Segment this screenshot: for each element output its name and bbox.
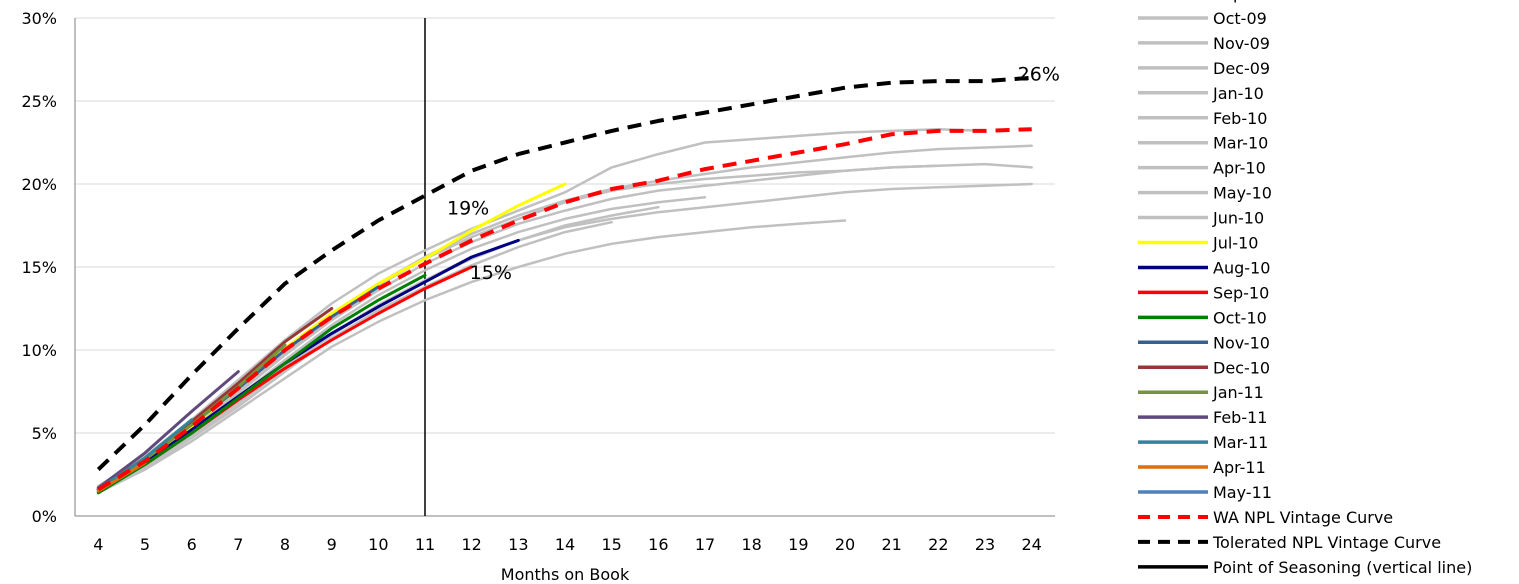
legend-label: Aug-10 (1213, 258, 1270, 277)
series-line-nov-09 (97, 220, 613, 493)
axes: 0% 5% 10% 15% 20% 25% 30% 4 5 6 7 8 9 10 11 12 13 14 15 16 1… (21, 9, 1041, 554)
series-line-wa-npl-vintage-curve (97, 127, 1032, 492)
legend-label: Dec-09 (1213, 59, 1270, 78)
series-line-aug-10 (96, 238, 520, 491)
x-tick-label: 24 (1021, 535, 1041, 554)
y-tick-label: 20% (21, 175, 57, 194)
x-tick-label: 19 (788, 535, 808, 554)
legend-label: Nov-09 (1213, 34, 1270, 53)
x-tick-label: 8 (280, 535, 290, 554)
legend-label: Sep-09 (1213, 0, 1269, 3)
x-tick-label: 14 (555, 535, 575, 554)
x-tick-label: 13 (508, 535, 528, 554)
x-tick-label: 15 (601, 535, 621, 554)
series-line-tolerated-npl-vintage-curve (96, 75, 1032, 471)
annotation-label: 15% (470, 262, 512, 284)
legend-label: Jan-11 (1212, 383, 1264, 402)
legend-label: Sep-10 (1213, 283, 1269, 302)
legend-label: Jul-10 (1212, 234, 1258, 253)
x-tick-label: 10 (368, 535, 388, 554)
legend-label: Jun-10 (1212, 209, 1264, 228)
legend-label: Nov-10 (1213, 333, 1270, 352)
legend-label: May-10 (1213, 184, 1272, 203)
x-tick-label: 16 (648, 535, 668, 554)
series-line-feb-10 (97, 196, 707, 491)
series-line-jan-10 (97, 182, 1033, 493)
x-tick-label: 23 (975, 535, 995, 554)
series-line-oct-09 (97, 219, 847, 495)
legend-label: Oct-09 (1213, 9, 1267, 28)
legend-label: WA NPL Vintage Curve (1213, 508, 1393, 527)
legend-label: May-11 (1213, 483, 1272, 502)
series-line-oct-10 (96, 273, 427, 495)
legend: Sep-09 Oct-09 Nov-09 Dec-09 Jan-10 Feb-10 Mar-… (1138, 0, 1472, 577)
x-tick-label: 9 (327, 535, 337, 554)
legend-label: Feb-10 (1213, 109, 1267, 128)
legend-label: Apr-10 (1213, 159, 1266, 178)
y-tick-label: 15% (21, 258, 57, 277)
annotation-label: 19% (447, 198, 489, 220)
y-tick-label: 0% (32, 507, 57, 526)
legend-label: Oct-10 (1213, 308, 1267, 327)
annotation-label: 26% (1018, 63, 1060, 85)
series-line-mar-11 (96, 418, 194, 491)
y-tick-label: 25% (21, 92, 57, 111)
x-axis-title: Months on Book (501, 565, 630, 584)
legend-label: Point of Seasoning (vertical line) (1213, 558, 1472, 577)
legend-label: Tolerated NPL Vintage Curve (1212, 533, 1441, 552)
legend-label: Apr-11 (1213, 458, 1266, 477)
legend-label: Mar-11 (1213, 433, 1268, 452)
x-tick-label: 20 (835, 535, 855, 554)
annotations: 26% 19% 15% (447, 63, 1060, 284)
series-line-may-10 (97, 164, 940, 491)
x-tick-label: 21 (881, 535, 901, 554)
x-tick-label: 12 (461, 535, 481, 554)
x-tick-label: 22 (928, 535, 948, 554)
series-lines (96, 18, 1033, 516)
legend-label: Mar-10 (1213, 134, 1268, 153)
x-tick-label: 11 (415, 535, 435, 554)
x-tick-label: 5 (140, 535, 150, 554)
series-line-feb-11 (96, 370, 240, 490)
legend-label: Dec-10 (1213, 358, 1270, 377)
x-tick-label: 6 (187, 535, 197, 554)
x-tick-label: 18 (741, 535, 761, 554)
x-tick-label: 4 (93, 535, 103, 554)
x-tick-label: 7 (233, 535, 243, 554)
series-line-mar-10 (97, 162, 1033, 491)
x-tick-label: 17 (695, 535, 715, 554)
series-line-apr-10 (97, 144, 1033, 490)
y-tick-label: 10% (21, 341, 57, 360)
y-tick-label: 5% (32, 424, 57, 443)
series-line-jun-10 (97, 127, 987, 488)
legend-label: Feb-11 (1213, 408, 1267, 427)
gridlines (75, 17, 1055, 517)
y-tick-label: 30% (21, 9, 57, 28)
legend-label: Jan-10 (1212, 84, 1264, 103)
